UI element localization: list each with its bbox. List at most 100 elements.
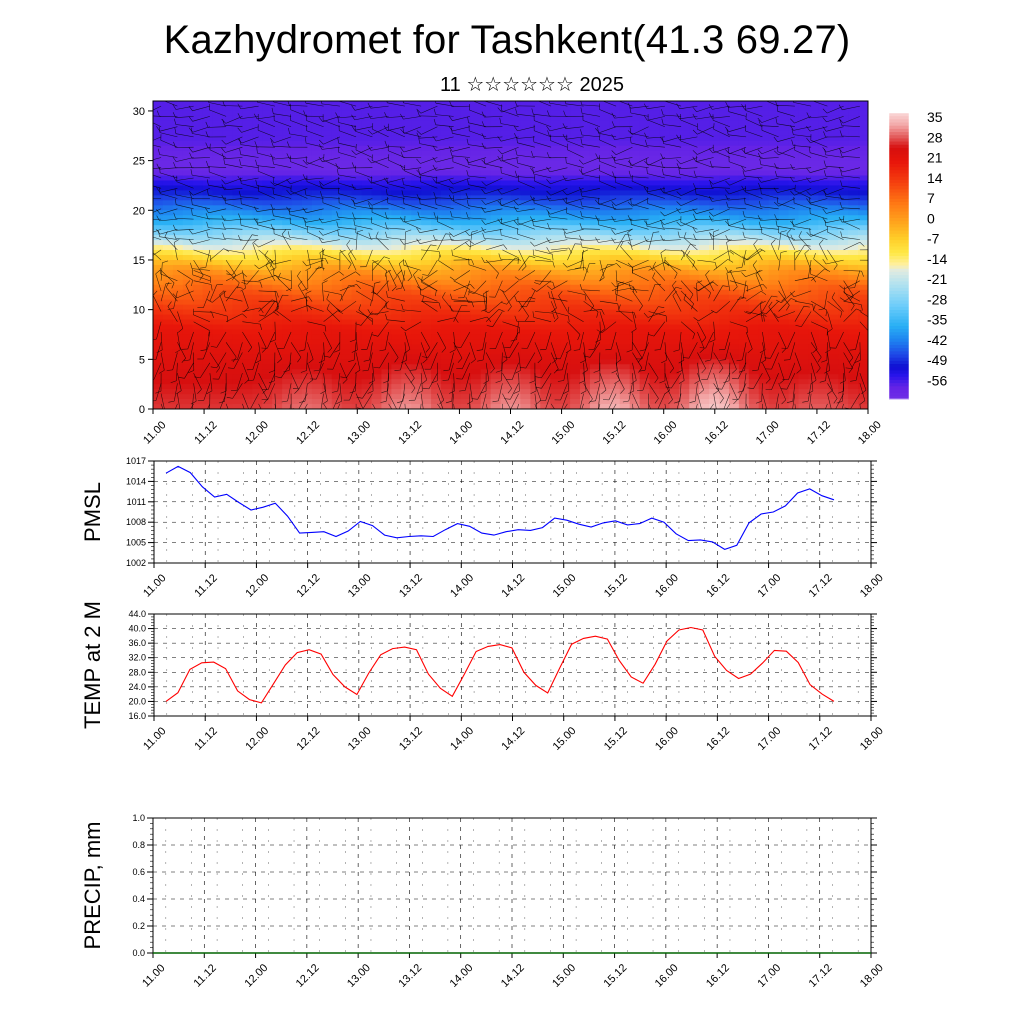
x-tick-label: 11.12 [192,572,219,599]
wind-barbs-overlay [153,101,868,409]
heatmap-x-tick-label: 17.00 [754,419,782,447]
x-tick-label: 16.00 [653,962,681,990]
cross-section-heatmap [153,101,868,409]
colorbar-swatch [889,224,909,228]
x-tick-label: 11.12 [192,725,219,752]
x-tick-label: 12.12 [294,962,322,990]
colorbar-swatch [889,119,909,124]
pmsl-series-line [165,465,835,551]
heatmap-x-tick-label: 14.12 [498,419,526,447]
x-tick-label: 12.00 [242,962,270,990]
x-tick-label: 12.00 [243,725,271,753]
x-tick-label: 16.12 [704,962,732,990]
colorbar-swatch [889,246,909,251]
colorbar-label: -42 [927,332,947,348]
colorbar-swatch [889,138,909,143]
x-tick-label: 17.00 [755,572,783,600]
colorbar-swatch [889,167,909,171]
colorbar-swatch [889,367,909,371]
x-tick-label: 16.12 [704,572,732,600]
heatmap-y-tick-label: 0 [139,404,145,416]
colorbar-label: -21 [927,271,947,287]
colorbar-swatch [889,357,909,362]
x-tick-label: 15.12 [602,725,630,753]
colorbar-swatch [889,278,909,282]
heatmap-x-tick-label: 12.12 [294,419,322,447]
x-tick-label: 11.00 [141,725,168,752]
x-tick-label: 15.12 [602,572,630,600]
colorbar-swatch [889,217,909,222]
y-tick-label: 0.6 [132,867,145,877]
heatmap-y-tick-label: 25 [133,156,145,168]
colorbar-swatch [889,325,909,330]
colorbar-swatch [889,240,909,244]
x-tick-label: 13.12 [397,725,425,753]
colorbar-swatch [889,163,909,168]
pmsl-panel: 1002 1005 1008 1011 1014 1017 11.00 11.12 12.00 1… [80,456,886,600]
colorbar-swatch [889,294,909,298]
colorbar-swatch [889,154,909,158]
colorbar-swatch [889,113,909,117]
x-tick-label: 17.00 [755,725,783,753]
temp-series-line [165,626,835,704]
x-tick-label: 17.00 [755,962,783,990]
y-tick-label: 44.0 [128,609,146,619]
colorbar-swatch [889,341,909,346]
colorbar-swatch [889,192,909,197]
y-tick-label: 1005 [126,538,146,548]
colorbar-swatch [889,233,909,238]
colorbar-swatch [889,151,909,155]
y-tick-label: 1011 [127,497,146,507]
colorbar-swatch [889,392,909,397]
colorbar-swatch [889,189,909,193]
colorbar-swatch [889,290,909,295]
colorbar-swatch [889,373,909,378]
y-tick-label: 0.8 [132,840,145,850]
x-tick-label: 12.12 [295,572,323,600]
heatmap-x-tick-label: 15.12 [601,419,629,447]
x-tick-label: 14.00 [448,962,476,990]
y-axis-label: PMSL [80,482,105,542]
colorbar-swatch [889,125,909,130]
colorbar-swatch [889,205,909,209]
colorbar-label: -14 [927,251,947,267]
colorbar-swatch [889,259,909,263]
heatmap-x-tick-label: 14.00 [447,419,475,447]
heatmap-x-tick-label: 13.00 [345,419,373,447]
colorbar-swatch [889,128,909,133]
y-axis-label: TEMP at 2 M [80,601,105,729]
x-tick-label: 14.12 [499,572,527,600]
x-tick-label: 12.12 [295,725,323,753]
x-tick-label: 14.12 [499,725,527,753]
colorbar-swatch [889,132,909,136]
colorbar-swatch [889,141,909,146]
x-tick-label: 13.00 [346,572,374,600]
colorbar-label: 7 [927,190,935,206]
y-tick-label: 40.0 [128,624,146,634]
x-tick-label: 15.00 [550,962,578,990]
x-tick-label: 14.00 [448,572,476,600]
colorbar-swatch [889,182,909,187]
colorbar-swatch [889,370,909,375]
x-tick-label: 11.00 [141,572,168,599]
colorbar-swatch [889,386,909,390]
heatmap-y-tick-label: 10 [133,305,145,317]
x-tick-label: 13.00 [346,725,374,753]
colorbar-swatch [889,221,909,225]
panel-frame [153,460,872,564]
colorbar-swatch [889,252,909,257]
x-tick-label: 15.12 [601,962,629,990]
colorbar-swatch [889,338,909,343]
colorbar-swatch [889,306,909,311]
colorbar-swatch [889,198,909,203]
colorbar-swatch [889,344,909,349]
colorbar-swatch [889,262,909,267]
colorbar-swatch [889,179,909,184]
y-tick-label: 1014 [126,476,146,486]
colorbar-swatch [889,160,909,165]
x-tick-label: 18.00 [858,725,886,753]
y-tick-label: 20.0 [128,696,146,706]
colorbar-swatch [889,379,909,384]
colorbar-swatch [889,208,909,213]
